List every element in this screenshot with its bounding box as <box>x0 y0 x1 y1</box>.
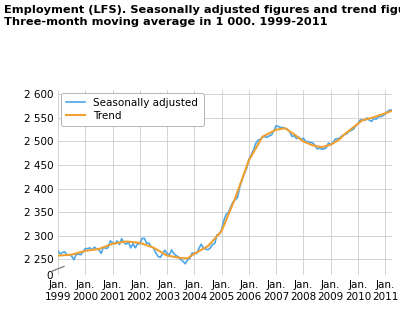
Trend <box>224 218 228 222</box>
Seasonally adjusted <box>262 135 267 139</box>
Seasonally adjusted <box>56 249 60 253</box>
Trend <box>390 109 394 113</box>
Seasonally adjusted <box>224 212 228 216</box>
Seasonally adjusted <box>390 108 394 112</box>
Trend <box>294 134 299 138</box>
Seasonally adjusted <box>387 108 392 112</box>
Trend <box>119 240 124 244</box>
Seasonally adjusted <box>119 237 124 241</box>
Text: Employment (LFS). Seasonally adjusted figures and trend figures.
Three-month mov: Employment (LFS). Seasonally adjusted fi… <box>4 5 400 27</box>
Trend <box>262 134 267 138</box>
Seasonally adjusted <box>217 232 222 236</box>
Trend <box>185 257 190 260</box>
Line: Seasonally adjusted: Seasonally adjusted <box>58 110 392 264</box>
Seasonally adjusted <box>78 253 83 257</box>
Seasonally adjusted <box>294 137 299 140</box>
Seasonally adjusted <box>183 262 188 266</box>
Legend: Seasonally adjusted, Trend: Seasonally adjusted, Trend <box>61 93 204 126</box>
Trend <box>217 232 222 236</box>
Trend <box>56 254 60 258</box>
Trend <box>78 250 83 254</box>
Line: Trend: Trend <box>58 111 392 259</box>
